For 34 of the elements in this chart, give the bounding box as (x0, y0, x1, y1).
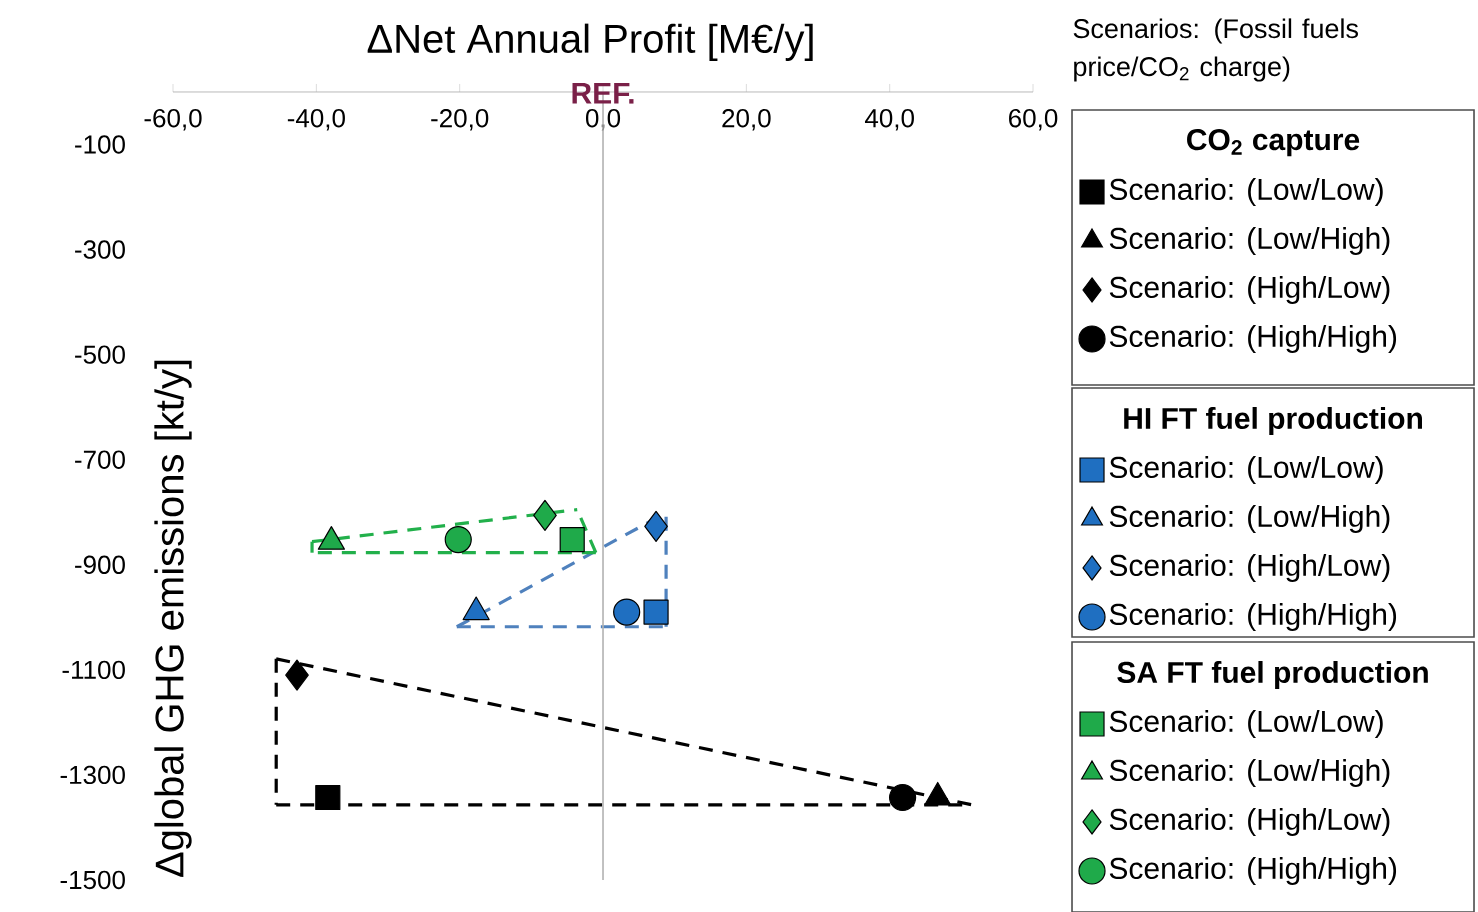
legend-title: Scenarios: (Fossil fuels price/CO$_{2}$ charge) (1073, 18, 1358, 82)
text: SA FT fuel production (1117, 661, 1428, 689)
legend-label: Scenario: (High/High) (1109, 856, 1397, 885)
legend-label: Scenario: (High/Low) (1109, 553, 1390, 582)
x-tick-label: 60,0 (1009, 109, 1058, 131)
legend-label: Scenario: (Low/Low) (1109, 177, 1383, 206)
text: HI FT fuel production (1124, 407, 1422, 435)
x-tick-label: -20,0 (431, 109, 489, 131)
x-tick-label: 40,0 (864, 109, 914, 131)
legend-label: Scenario: (Low/Low) (1109, 456, 1383, 484)
x-axis-title: ΔNet Annual Profit [M€/y] (367, 23, 813, 61)
y-tick-label: -300 (75, 240, 125, 259)
y-tick-label: -1100 (62, 660, 125, 680)
x-tick-label: -60,0 (144, 109, 202, 131)
y-tick-label: -700 (75, 450, 125, 469)
legend-label: Scenario: (High/Low) (1109, 807, 1390, 836)
legend-label: Scenario: (Low/High) (1109, 226, 1390, 255)
x-tick-label: 20,0 (722, 109, 771, 131)
legend-label: Scenario: (Low/Low) (1109, 710, 1383, 738)
text: CO$_{2}$ capture (1187, 129, 1360, 157)
legend-label: Scenario: (Low/High) (1109, 758, 1390, 787)
y-axis-title: Δglobal GHG emissions [kt/y] (154, 360, 192, 877)
y-tick-label: -100 (75, 135, 125, 154)
x-tick-label: 0,0 (585, 109, 621, 131)
legend-label: Scenario: (High/High) (1109, 324, 1397, 353)
y-tick-label: -1300 (60, 765, 125, 785)
y-tick-label: -500 (75, 345, 125, 364)
ref-line-label: REF. (572, 82, 634, 104)
legend-label: Scenario: (High/High) (1109, 602, 1397, 631)
x-tick-label: -40,0 (287, 109, 345, 131)
legend-label: Scenario: (High/Low) (1109, 275, 1390, 304)
y-tick-label: -1500 (60, 870, 125, 890)
legend-label: Scenario: (Low/High) (1109, 504, 1390, 533)
y-tick-label: -900 (75, 555, 125, 574)
